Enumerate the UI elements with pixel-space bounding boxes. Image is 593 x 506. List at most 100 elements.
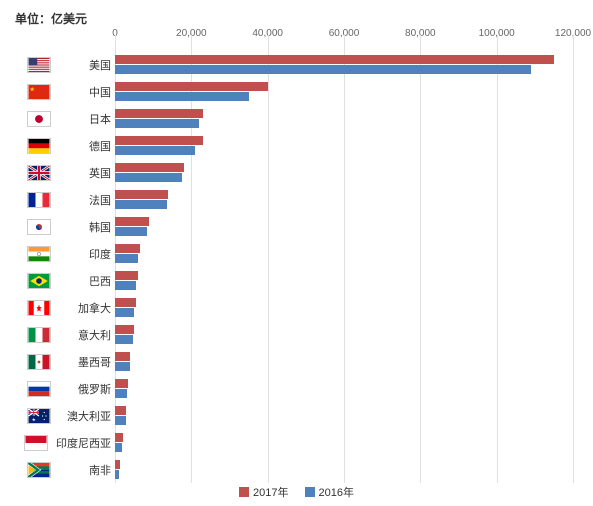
bar-2016 xyxy=(115,362,130,371)
legend: 2017年 2016年 xyxy=(0,484,593,500)
flag-icon xyxy=(27,273,51,289)
country-name: 美国 xyxy=(59,57,115,73)
bar-2017 xyxy=(115,325,134,334)
y-axis-labels: 美国中国日本德国英国法国韩国印度巴西加拿大意大利墨西哥俄罗斯澳大利亚印度尼西亚南… xyxy=(10,35,115,483)
bar-row xyxy=(115,159,573,186)
country-name: 德国 xyxy=(59,138,115,154)
legend-swatch xyxy=(239,487,249,497)
flag-icon xyxy=(27,381,51,397)
unit-label: 单位：亿美元 xyxy=(10,10,573,27)
bar-row xyxy=(115,186,573,213)
flag-icon xyxy=(27,246,51,262)
country-name: 日本 xyxy=(59,111,115,127)
bar-2017 xyxy=(115,244,140,253)
flag-icon xyxy=(27,327,51,343)
bar-row xyxy=(115,132,573,159)
flag-icon xyxy=(27,408,51,424)
bar-2017 xyxy=(115,460,120,469)
country-name: 加拿大 xyxy=(59,300,115,316)
bar-row xyxy=(115,240,573,267)
bar-2017 xyxy=(115,298,136,307)
bar-2017 xyxy=(115,379,128,388)
flag-icon xyxy=(27,192,51,208)
bar-row xyxy=(115,429,573,456)
bar-2016 xyxy=(115,443,122,452)
country-label-row: 德国 xyxy=(10,132,115,159)
country-label-row: 巴西 xyxy=(10,267,115,294)
bar-2017 xyxy=(115,136,203,145)
flag-icon xyxy=(27,57,51,73)
bar-2017 xyxy=(115,190,168,199)
bar-2017 xyxy=(115,433,123,442)
country-name: 俄罗斯 xyxy=(59,381,115,397)
bar-2016 xyxy=(115,200,167,209)
bar-row xyxy=(115,78,573,105)
legend-item: 2017年 xyxy=(239,484,288,500)
flag-icon xyxy=(27,219,51,235)
country-name: 南非 xyxy=(59,462,115,478)
country-label-row: 意大利 xyxy=(10,321,115,348)
country-label-row: 南非 xyxy=(10,456,115,483)
country-label-row: 法国 xyxy=(10,186,115,213)
bar-row xyxy=(115,348,573,375)
flag-icon xyxy=(27,354,51,370)
bar-row xyxy=(115,51,573,78)
country-label-row: 美国 xyxy=(10,51,115,78)
bar-row xyxy=(115,294,573,321)
bar-2016 xyxy=(115,254,138,263)
flag-icon xyxy=(27,84,51,100)
country-label-row: 日本 xyxy=(10,105,115,132)
bar-row xyxy=(115,105,573,132)
bar-2016 xyxy=(115,389,127,398)
bar-2016 xyxy=(115,173,182,182)
bar-2016 xyxy=(115,416,126,425)
legend-swatch xyxy=(305,487,315,497)
country-label-row: 韩国 xyxy=(10,213,115,240)
bar-2017 xyxy=(115,109,203,118)
bar-row xyxy=(115,321,573,348)
bars-area xyxy=(115,35,573,483)
country-name: 英国 xyxy=(59,165,115,181)
country-label-row: 俄罗斯 xyxy=(10,375,115,402)
bar-row xyxy=(115,456,573,483)
bar-2016 xyxy=(115,227,147,236)
country-label-row: 澳大利亚 xyxy=(10,402,115,429)
bar-row xyxy=(115,267,573,294)
legend-label: 2016年 xyxy=(319,484,354,500)
bar-2017 xyxy=(115,406,126,415)
country-label-row: 英国 xyxy=(10,159,115,186)
bar-row xyxy=(115,213,573,240)
legend-label: 2017年 xyxy=(253,484,288,500)
country-name: 巴西 xyxy=(59,273,115,289)
country-name: 中国 xyxy=(59,84,115,100)
flag-icon xyxy=(27,462,51,478)
bar-2016 xyxy=(115,65,531,74)
country-label-row: 印度尼西亚 xyxy=(10,429,115,456)
country-label-row: 印度 xyxy=(10,240,115,267)
bar-2016 xyxy=(115,335,133,344)
country-name: 印度 xyxy=(59,246,115,262)
country-name: 韩国 xyxy=(59,219,115,235)
country-name: 墨西哥 xyxy=(59,354,115,370)
flag-icon xyxy=(27,300,51,316)
country-name: 法国 xyxy=(59,192,115,208)
bar-2017 xyxy=(115,163,184,172)
bar-row xyxy=(115,402,573,429)
bar-2017 xyxy=(115,352,130,361)
plot-area: 美国中国日本德国英国法国韩国印度巴西加拿大意大利墨西哥俄罗斯澳大利亚印度尼西亚南… xyxy=(10,35,573,483)
flag-icon xyxy=(27,138,51,154)
country-label-row: 加拿大 xyxy=(10,294,115,321)
bar-row xyxy=(115,375,573,402)
bar-2016 xyxy=(115,119,199,128)
legend-item: 2016年 xyxy=(305,484,354,500)
bar-2017 xyxy=(115,55,554,64)
bar-2017 xyxy=(115,217,149,226)
country-name: 印度尼西亚 xyxy=(56,435,115,451)
bar-2016 xyxy=(115,281,136,290)
flag-icon xyxy=(27,111,51,127)
bar-2016 xyxy=(115,92,249,101)
country-name: 意大利 xyxy=(59,327,115,343)
country-label-row: 中国 xyxy=(10,78,115,105)
chart-container: 单位：亿美元 020,00040,00060,00080,000100,0001… xyxy=(0,0,593,506)
flag-icon xyxy=(24,435,48,451)
